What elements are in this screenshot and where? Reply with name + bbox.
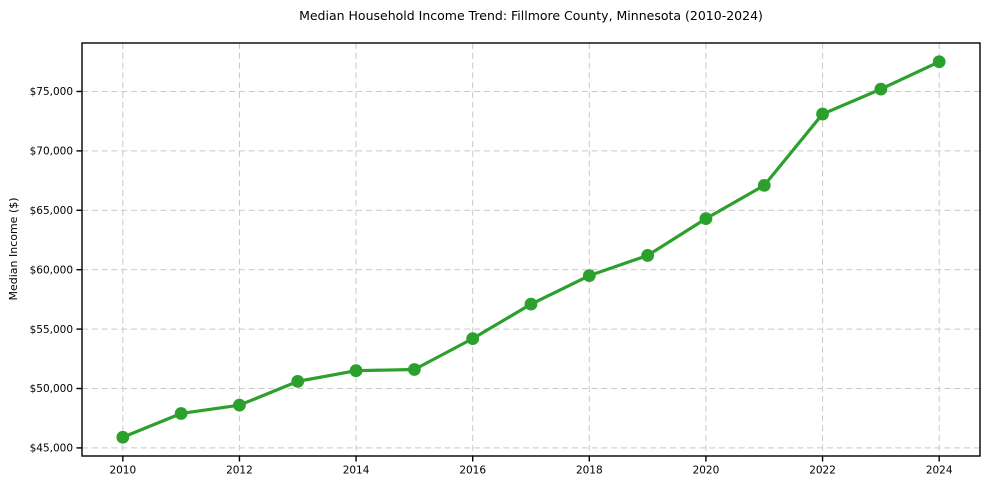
- data-point-2022: [816, 107, 829, 121]
- y-tick-label: $50,000: [30, 383, 73, 395]
- data-point-2016: [466, 332, 480, 346]
- x-tick-label: 2018: [576, 465, 603, 477]
- x-tick-label: 2024: [926, 465, 953, 477]
- data-point-2011: [174, 407, 188, 420]
- data-point-2013: [291, 374, 305, 388]
- x-tick-label: 2010: [109, 465, 136, 477]
- data-point-2017: [524, 297, 538, 311]
- data-point-2019: [641, 249, 655, 262]
- plot-border: [81, 42, 981, 457]
- y-axis-label: Median Income ($): [7, 197, 20, 300]
- data-point-2020: [699, 212, 713, 226]
- x-tick-label: 2012: [226, 465, 253, 477]
- x-tick-label: 2014: [343, 465, 370, 477]
- data-point-2023: [874, 82, 888, 96]
- data-point-2012: [233, 398, 246, 412]
- data-point-2018: [582, 269, 596, 283]
- y-tick-label: $55,000: [30, 324, 73, 336]
- y-tick-label: $65,000: [30, 205, 73, 217]
- data-point-2024: [932, 55, 946, 69]
- x-tick-label: 2016: [459, 465, 486, 477]
- y-tick-label: $45,000: [30, 443, 73, 455]
- data-point-2014: [349, 364, 363, 378]
- data-point-2010: [116, 430, 130, 444]
- chart-title: Median Household Income Trend: Fillmore …: [299, 8, 763, 23]
- y-tick-label: $60,000: [30, 264, 73, 276]
- data-point-2015: [407, 363, 421, 376]
- y-tick-label: $70,000: [30, 146, 73, 158]
- x-tick-label: 2022: [809, 465, 836, 477]
- plot-area: 2010 2012 2014 2016 2018 2020 2022 2024 $45,000 $…: [30, 42, 981, 477]
- trend-line: [121, 60, 941, 439]
- x-tick-label: 2020: [693, 465, 720, 477]
- y-tick-label: $75,000: [30, 86, 73, 98]
- data-point-2021: [757, 178, 771, 192]
